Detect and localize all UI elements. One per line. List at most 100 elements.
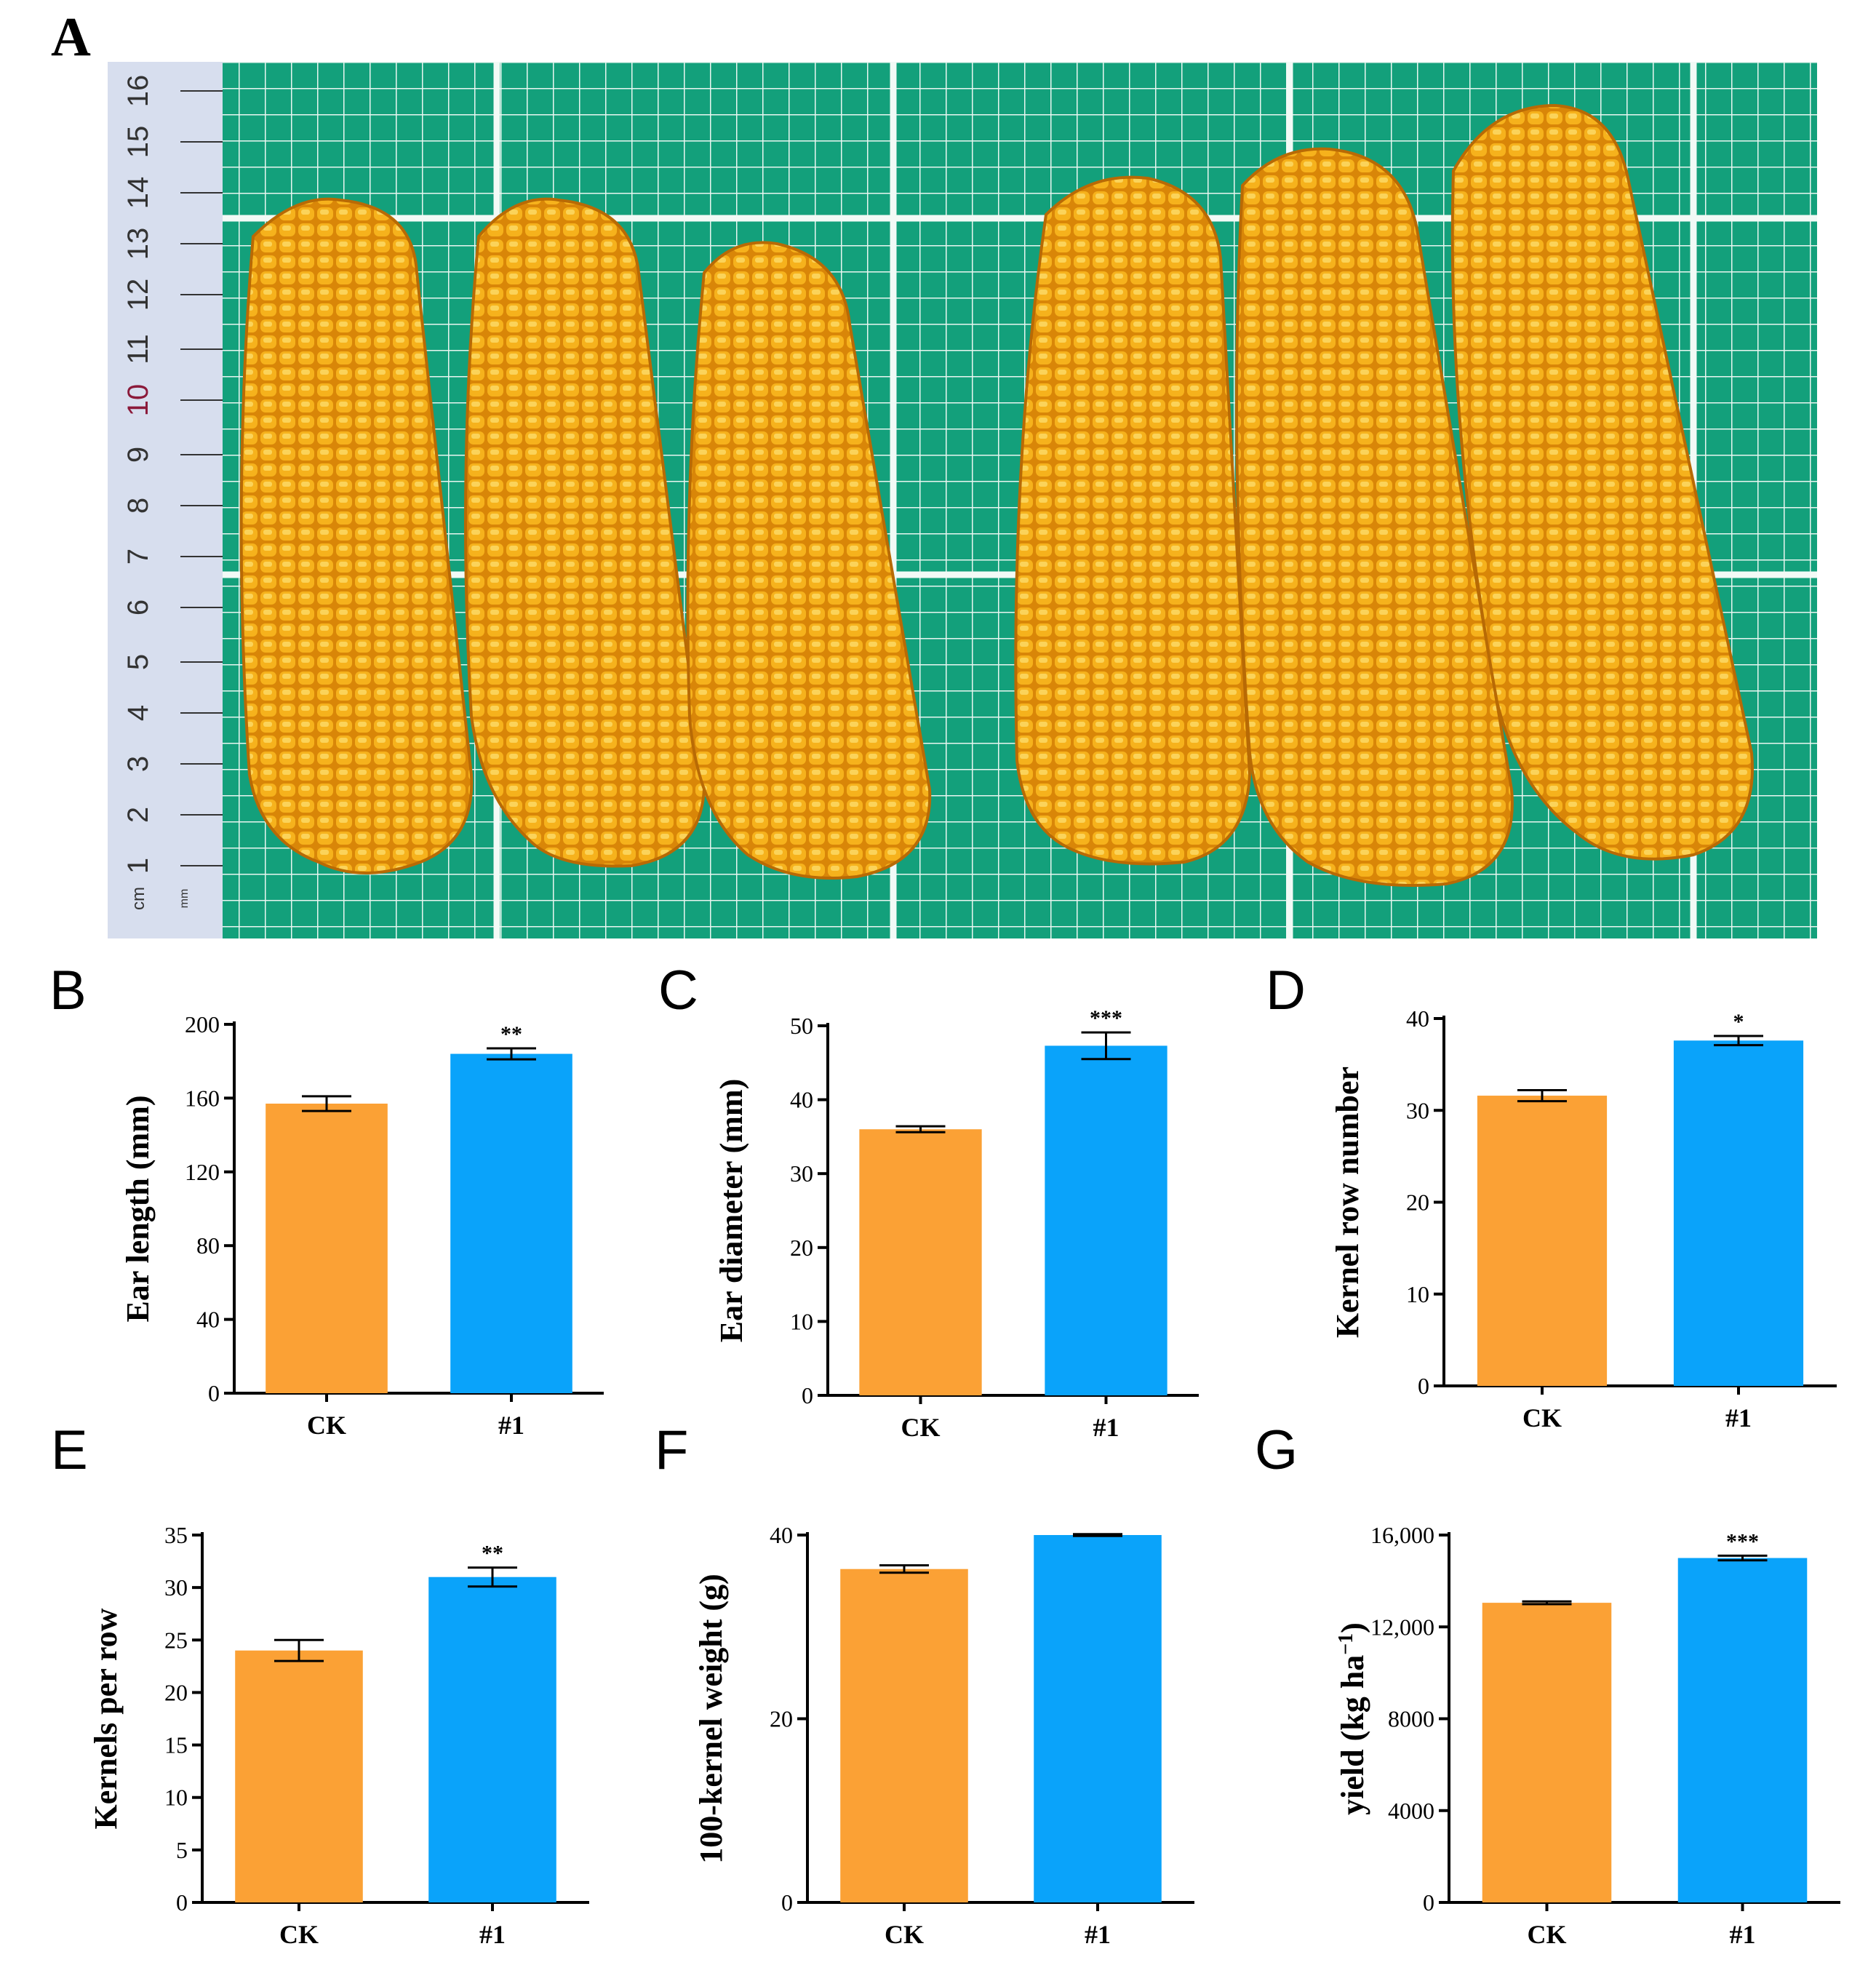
x-tick-label: #1 [1093,1413,1119,1442]
y-tick-label: 20 [770,1706,793,1732]
y-tick-label: 160 [185,1085,220,1111]
y-tick-label: 10 [1406,1281,1429,1307]
y-tick-label: 30 [1406,1097,1429,1123]
ruler-number: 7 [122,549,154,565]
x-tick-label: #1 [1725,1403,1752,1432]
x-tick-label: CK [885,1920,924,1949]
y-axis-title: Ear diameter (mm) [714,1079,749,1342]
y-tick-label: 40 [196,1307,220,1333]
y-tick-label: 50 [790,1013,813,1039]
bar-ck [266,1104,388,1393]
x-tick-label: #1 [1730,1920,1756,1949]
significance-label: *** [1726,1529,1759,1553]
ruler-number: 2 [122,807,154,823]
bar-ck [235,1650,363,1902]
x-tick-label: CK [1528,1920,1567,1949]
ruler-number: 11 [122,334,154,364]
corn-ears-photo: 1 2 3 4 5 6 7 8 9 10 11 12 13 14 15 16 c… [108,62,1817,938]
panel-letter-c: C [658,960,698,1021]
x-tick-label: #1 [479,1920,506,1949]
y-tick-label: 20 [790,1235,813,1261]
ruler-number: 5 [122,654,154,670]
bar-ck [840,1569,968,1902]
y-tick-label: 200 [185,1011,220,1037]
y-tick-label: 0 [802,1382,813,1408]
y-tick-label: 0 [208,1380,220,1406]
y-tick-label: 30 [164,1574,188,1601]
y-tick-label: 10 [790,1308,813,1334]
y-tick-label: 0 [781,1889,793,1916]
bar-line1 [1677,1558,1808,1902]
panel-letter-g: G [1255,1419,1298,1481]
y-tick-label: 25 [164,1627,188,1653]
significance-label: *** [1090,1006,1122,1030]
ruler-number: 12 [122,279,154,311]
y-tick-label: 16,000 [1370,1522,1434,1548]
bar-ck [1482,1603,1612,1902]
y-tick-label: 4000 [1388,1798,1434,1824]
panel-letter-f: F [655,1419,689,1481]
x-tick-label: #1 [1085,1920,1111,1949]
ruler-number: 16 [122,75,154,108]
ruler-number: 3 [122,756,154,772]
bar-line1 [428,1577,556,1902]
y-axis-title: Ear length (mm) [120,1095,156,1322]
bar-line1 [1673,1040,1804,1386]
bar-line1 [450,1053,572,1393]
y-tick-label: 40 [1406,1005,1429,1032]
y-tick-label: 12,000 [1370,1614,1434,1640]
y-axis-title: Kernels per row [88,1608,124,1829]
y-tick-label: 20 [1406,1189,1429,1216]
y-axis-title: Kernel row number [1330,1067,1365,1338]
bar-line1 [1045,1045,1167,1395]
x-tick-label: CK [279,1920,319,1949]
ruler-number: 1 [122,858,154,874]
panel-letter-a: A [51,7,91,68]
x-tick-label: CK [901,1413,941,1442]
significance-label: ** [482,1542,503,1566]
bar-ck [1477,1096,1608,1386]
bar-ck [859,1129,982,1395]
ruler-unit: cm [129,887,148,910]
y-tick-label: 0 [1423,1889,1434,1916]
y-tick-label: 35 [164,1522,188,1548]
y-tick-label: 10 [164,1785,188,1811]
ruler-number: 6 [122,599,154,615]
y-tick-label: 15 [164,1732,188,1758]
ruler-number: 4 [122,705,154,721]
y-tick-label: 40 [770,1522,793,1548]
y-axis-title: 100-kernel weight (g) [693,1574,729,1863]
significance-label: * [1733,1010,1744,1034]
panel-letter-d: D [1266,960,1306,1021]
ruler-number: 14 [122,177,154,210]
y-tick-label: 40 [790,1087,813,1113]
y-tick-label: 20 [164,1679,188,1705]
panel-letter-e: E [51,1419,88,1481]
y-tick-label: 0 [1418,1373,1429,1399]
ruler-number: 10 [122,384,154,417]
ruler-number: 8 [122,498,154,514]
significance-label: ** [500,1022,522,1046]
ruler-number: 13 [122,228,154,260]
x-tick-label: CK [1522,1403,1562,1432]
bar-line1 [1034,1535,1162,1902]
ruler-number: 15 [122,126,154,159]
y-tick-label: 80 [196,1232,220,1259]
ruler-unit: mm [178,889,191,909]
y-tick-label: 120 [185,1159,220,1185]
y-tick-label: 8000 [1388,1706,1434,1732]
x-tick-label: CK [307,1411,346,1440]
panel-letter-b: B [49,960,87,1021]
ruler-number: 9 [122,447,154,463]
y-tick-label: 0 [176,1889,188,1916]
y-tick-label: 5 [176,1837,188,1863]
y-tick-label: 30 [790,1160,813,1187]
corn-ears-photo-icon: 1 2 3 4 5 6 7 8 9 10 11 12 13 14 15 16 c… [108,62,1817,938]
x-tick-label: #1 [498,1411,524,1440]
